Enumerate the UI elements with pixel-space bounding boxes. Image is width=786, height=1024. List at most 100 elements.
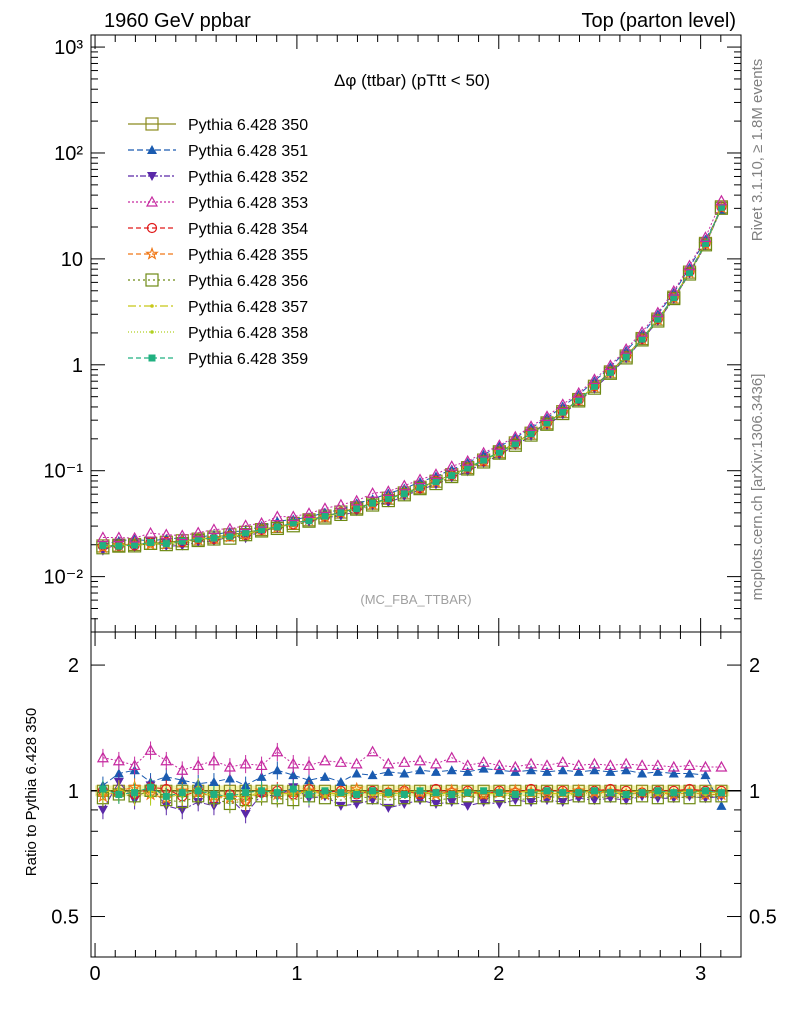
ratio-y-tick-label-right: 1 bbox=[749, 781, 760, 803]
data-point bbox=[526, 798, 537, 808]
data-point bbox=[148, 354, 156, 362]
data-point bbox=[150, 330, 154, 334]
data-point bbox=[399, 768, 410, 778]
data-point bbox=[540, 417, 554, 431]
data-point bbox=[559, 408, 567, 416]
data-point bbox=[145, 273, 159, 287]
data-point bbox=[112, 754, 125, 766]
data-point bbox=[715, 194, 728, 206]
data-point bbox=[335, 776, 346, 786]
data-point bbox=[239, 519, 252, 531]
data-point bbox=[398, 756, 411, 767]
legend-label: Pythia 6.428 359 bbox=[188, 351, 308, 368]
data-point bbox=[175, 537, 189, 551]
data-point bbox=[448, 790, 456, 798]
data-point bbox=[366, 745, 379, 757]
data-point bbox=[667, 760, 680, 772]
legend-label: Pythia 6.428 358 bbox=[188, 325, 308, 342]
data-point bbox=[161, 771, 172, 781]
data-point bbox=[462, 801, 473, 811]
data-point bbox=[682, 267, 697, 281]
y-tick-label: 10⁻¹ bbox=[44, 461, 84, 483]
data-point bbox=[478, 798, 489, 808]
rivet-label: Rivet 3.1.10, ≥ 1.8M events bbox=[749, 59, 766, 242]
data-point bbox=[509, 430, 522, 442]
data-point bbox=[461, 462, 475, 476]
data-point bbox=[337, 789, 345, 797]
data-point bbox=[131, 789, 139, 797]
data-point bbox=[556, 398, 569, 410]
data-point bbox=[255, 516, 268, 528]
series-pythia-6-428-356 bbox=[96, 201, 729, 555]
data-point bbox=[207, 754, 220, 766]
data-point bbox=[432, 789, 440, 797]
data-point bbox=[128, 759, 141, 771]
legend-label: Pythia 6.428 352 bbox=[188, 169, 308, 186]
data-point bbox=[351, 768, 362, 778]
data-point bbox=[686, 269, 694, 277]
data-point bbox=[445, 751, 458, 763]
data-point bbox=[112, 531, 125, 543]
data-point bbox=[369, 499, 377, 507]
data-point bbox=[305, 517, 313, 525]
data-point bbox=[382, 757, 395, 769]
data-point bbox=[445, 460, 458, 471]
data-point bbox=[429, 476, 443, 491]
data-point bbox=[353, 505, 361, 513]
data-point bbox=[271, 745, 284, 757]
data-point bbox=[620, 342, 633, 354]
data-point bbox=[208, 776, 219, 786]
data-point bbox=[575, 789, 583, 797]
legend-item: Pythia 6.428 359 bbox=[128, 351, 308, 368]
data-point bbox=[670, 294, 678, 302]
data-point bbox=[304, 775, 315, 785]
data-point bbox=[271, 510, 284, 522]
ratio-y-tick-label: 0.5 bbox=[51, 907, 79, 929]
legend-item: Pythia 6.428 355 bbox=[128, 246, 308, 264]
data-point bbox=[651, 306, 664, 318]
mcplots-label: mcplots.cern.ch [arXiv:1306.3436] bbox=[749, 374, 766, 601]
data-point bbox=[527, 430, 535, 438]
data-point bbox=[606, 789, 614, 797]
data-point bbox=[115, 790, 123, 798]
data-point bbox=[429, 757, 443, 769]
data-point bbox=[480, 456, 488, 464]
data-point bbox=[414, 473, 427, 485]
x-tick-label: 2 bbox=[493, 963, 504, 985]
ratio-line bbox=[102, 768, 722, 807]
data-point bbox=[590, 787, 598, 795]
legend: Pythia 6.428 350 Pythia 6.428 351 Pythia 6… bbox=[128, 117, 308, 368]
data-point bbox=[321, 512, 329, 520]
data-point bbox=[542, 796, 553, 806]
data-point bbox=[150, 304, 154, 308]
data-point bbox=[683, 259, 696, 271]
data-point bbox=[683, 759, 696, 771]
data-point bbox=[350, 502, 364, 516]
data-point bbox=[540, 759, 554, 771]
data-point bbox=[351, 503, 362, 514]
data-point bbox=[714, 201, 729, 215]
data-point bbox=[589, 765, 600, 775]
data-point bbox=[606, 368, 614, 376]
data-point bbox=[162, 540, 170, 548]
data-point bbox=[589, 796, 600, 806]
data-point bbox=[590, 382, 598, 390]
data-point bbox=[462, 766, 473, 776]
data-point bbox=[413, 482, 427, 496]
data-point bbox=[495, 448, 503, 456]
legend-label: Pythia 6.428 355 bbox=[188, 247, 308, 264]
data-point bbox=[429, 468, 443, 479]
ratio-line bbox=[102, 786, 722, 797]
data-point bbox=[416, 483, 424, 491]
data-point bbox=[415, 765, 426, 775]
data-point bbox=[223, 522, 236, 534]
data-point bbox=[242, 789, 250, 797]
data-point bbox=[635, 333, 649, 347]
data-point bbox=[556, 406, 570, 421]
data-point bbox=[622, 790, 630, 798]
data-point bbox=[146, 222, 158, 234]
y-tick-label: 1 bbox=[72, 355, 83, 377]
data-point bbox=[192, 759, 205, 771]
data-point bbox=[288, 770, 299, 780]
